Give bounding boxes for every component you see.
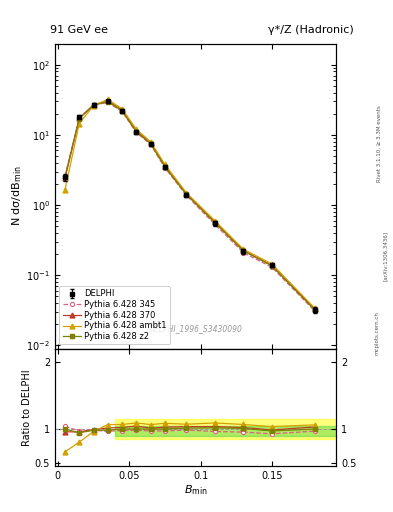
Pythia 6.428 z2 [91, 102, 96, 108]
Pythia 6.428 345 [312, 308, 317, 314]
Pythia 6.428 z2 [184, 191, 189, 198]
Pythia 6.428 370 [162, 163, 167, 169]
Pythia 6.428 370 [212, 219, 217, 225]
Pythia 6.428 370 [270, 262, 274, 268]
Pythia 6.428 370 [105, 98, 110, 104]
Pythia 6.428 370 [184, 190, 189, 197]
Pythia 6.428 z2 [212, 220, 217, 226]
Pythia 6.428 z2 [312, 307, 317, 313]
Pythia 6.428 370 [148, 140, 153, 146]
Line: Pythia 6.428 345: Pythia 6.428 345 [63, 100, 317, 313]
Pythia 6.428 370 [312, 306, 317, 312]
Pythia 6.428 ambt1 [270, 261, 274, 267]
Pythia 6.428 370 [134, 127, 139, 134]
Text: Rivet 3.1.10, ≥ 3.3M events: Rivet 3.1.10, ≥ 3.3M events [377, 105, 382, 182]
Pythia 6.428 370 [120, 107, 125, 113]
Pythia 6.428 370 [77, 115, 82, 121]
Pythia 6.428 ambt1 [184, 189, 189, 196]
Pythia 6.428 ambt1 [134, 126, 139, 132]
Pythia 6.428 ambt1 [212, 218, 217, 224]
Pythia 6.428 345 [105, 99, 110, 105]
Pythia 6.428 ambt1 [105, 96, 110, 102]
Pythia 6.428 z2 [62, 174, 67, 180]
Pythia 6.428 370 [62, 175, 67, 181]
Pythia 6.428 ambt1 [120, 105, 125, 112]
Pythia 6.428 ambt1 [77, 120, 82, 126]
Line: Pythia 6.428 ambt1: Pythia 6.428 ambt1 [62, 97, 317, 310]
Pythia 6.428 345 [184, 192, 189, 198]
Pythia 6.428 ambt1 [62, 187, 67, 193]
Pythia 6.428 345 [162, 165, 167, 171]
X-axis label: $B_\mathrm{min}$: $B_\mathrm{min}$ [184, 483, 208, 497]
Pythia 6.428 370 [91, 102, 96, 108]
Pythia 6.428 345 [120, 109, 125, 115]
Pythia 6.428 z2 [134, 129, 139, 135]
Pythia 6.428 z2 [241, 248, 246, 254]
Legend: DELPHI, Pythia 6.428 345, Pythia 6.428 370, Pythia 6.428 ambt1, Pythia 6.428 z2: DELPHI, Pythia 6.428 345, Pythia 6.428 3… [59, 286, 170, 345]
Pythia 6.428 345 [62, 173, 67, 179]
Text: DELPHI_1996_S3430090: DELPHI_1996_S3430090 [149, 324, 242, 333]
Pythia 6.428 ambt1 [162, 161, 167, 167]
Text: [arXiv:1306.3436]: [arXiv:1306.3436] [383, 231, 387, 281]
Pythia 6.428 z2 [162, 164, 167, 170]
Pythia 6.428 345 [91, 102, 96, 108]
Pythia 6.428 370 [241, 247, 246, 253]
Pythia 6.428 345 [270, 264, 274, 270]
Pythia 6.428 z2 [148, 140, 153, 146]
Pythia 6.428 345 [148, 141, 153, 147]
Line: Pythia 6.428 z2: Pythia 6.428 z2 [63, 100, 317, 312]
Pythia 6.428 z2 [77, 116, 82, 122]
Pythia 6.428 z2 [105, 99, 110, 105]
Pythia 6.428 ambt1 [312, 305, 317, 311]
Pythia 6.428 z2 [270, 263, 274, 269]
Pythia 6.428 345 [77, 115, 82, 121]
Text: mcplots.cern.ch: mcplots.cern.ch [375, 311, 380, 355]
Pythia 6.428 345 [134, 130, 139, 136]
Pythia 6.428 ambt1 [91, 102, 96, 109]
Y-axis label: N dσ/dB$_\mathrm{min}$: N dσ/dB$_\mathrm{min}$ [10, 166, 24, 226]
Pythia 6.428 ambt1 [241, 246, 246, 252]
Text: γ*/Z (Hadronic): γ*/Z (Hadronic) [268, 25, 353, 35]
Pythia 6.428 z2 [120, 108, 125, 114]
Pythia 6.428 345 [212, 221, 217, 227]
Pythia 6.428 ambt1 [148, 139, 153, 145]
Text: 91 GeV ee: 91 GeV ee [50, 25, 108, 35]
Pythia 6.428 345 [241, 249, 246, 255]
Line: Pythia 6.428 370: Pythia 6.428 370 [62, 98, 317, 311]
Y-axis label: Ratio to DELPHI: Ratio to DELPHI [22, 369, 32, 445]
